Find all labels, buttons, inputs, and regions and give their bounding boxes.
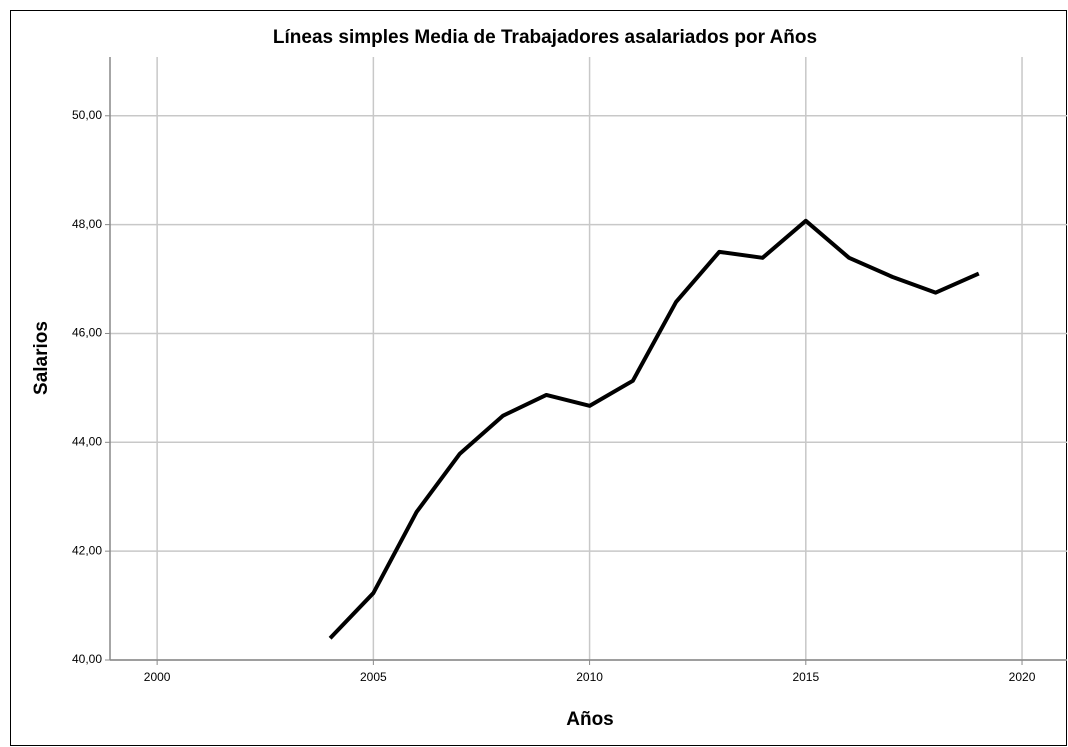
x-tick-label: 2005: [360, 670, 387, 684]
y-tick-label: 50,00: [72, 108, 102, 122]
y-tick-label: 42,00: [72, 543, 102, 557]
y-tick-label: 40,00: [72, 652, 102, 666]
x-tick-label: 2015: [792, 670, 819, 684]
x-tick-label: 2010: [576, 670, 603, 684]
frame: [10, 10, 1067, 746]
x-tick-label: 2020: [1009, 670, 1036, 684]
chart-title: Líneas simples Media de Trabajadores asa…: [273, 27, 817, 48]
x-tick-label: 2000: [144, 670, 171, 684]
y-axis-label: Salarios: [31, 321, 52, 395]
x-axis-label: Años: [566, 709, 614, 730]
y-tick-label: 48,00: [72, 217, 102, 231]
y-tick-label: 46,00: [72, 326, 102, 340]
y-tick-label: 44,00: [72, 434, 102, 448]
data-line: [328, 218, 980, 640]
